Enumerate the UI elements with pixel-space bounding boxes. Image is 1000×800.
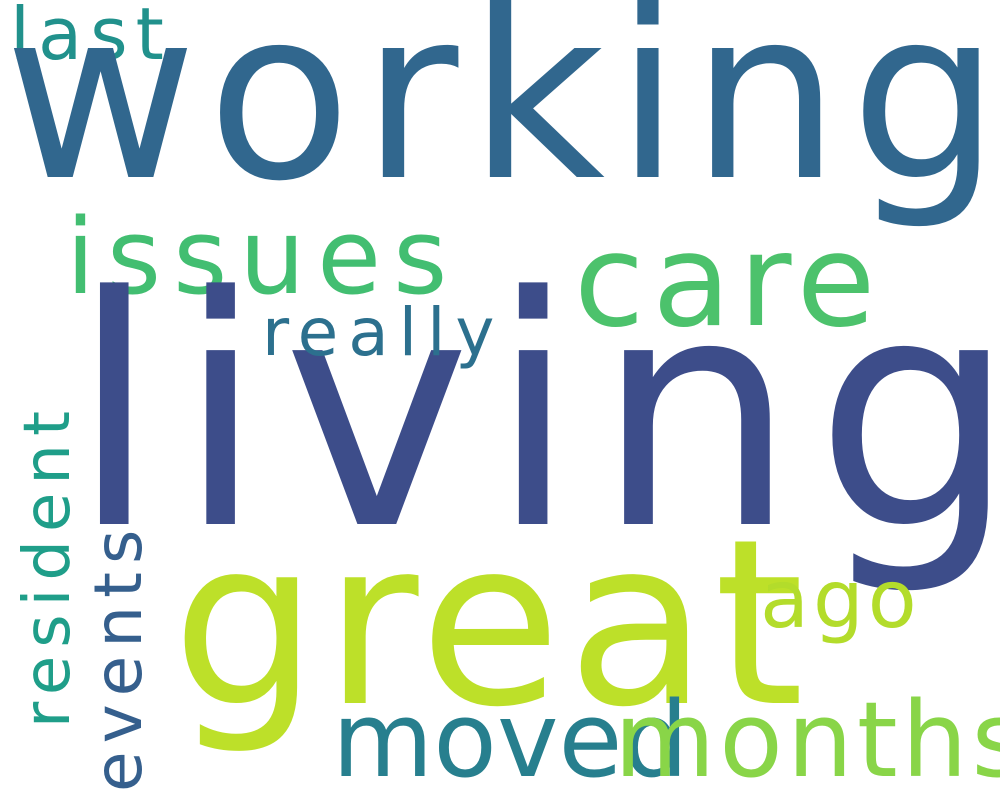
word-working: working xyxy=(4,0,1000,233)
word-great: great xyxy=(172,491,811,758)
word-last: last xyxy=(10,0,172,76)
word-moved: moved xyxy=(332,679,689,800)
word-events: events xyxy=(80,521,157,792)
word-months: months xyxy=(614,679,1000,800)
word-issues: issues xyxy=(66,196,460,318)
word-resident: resident xyxy=(11,402,85,728)
word-living: living xyxy=(70,229,1000,599)
word-ago: ago xyxy=(760,553,921,646)
word-really: really xyxy=(262,294,505,371)
word-care: care xyxy=(574,207,884,356)
